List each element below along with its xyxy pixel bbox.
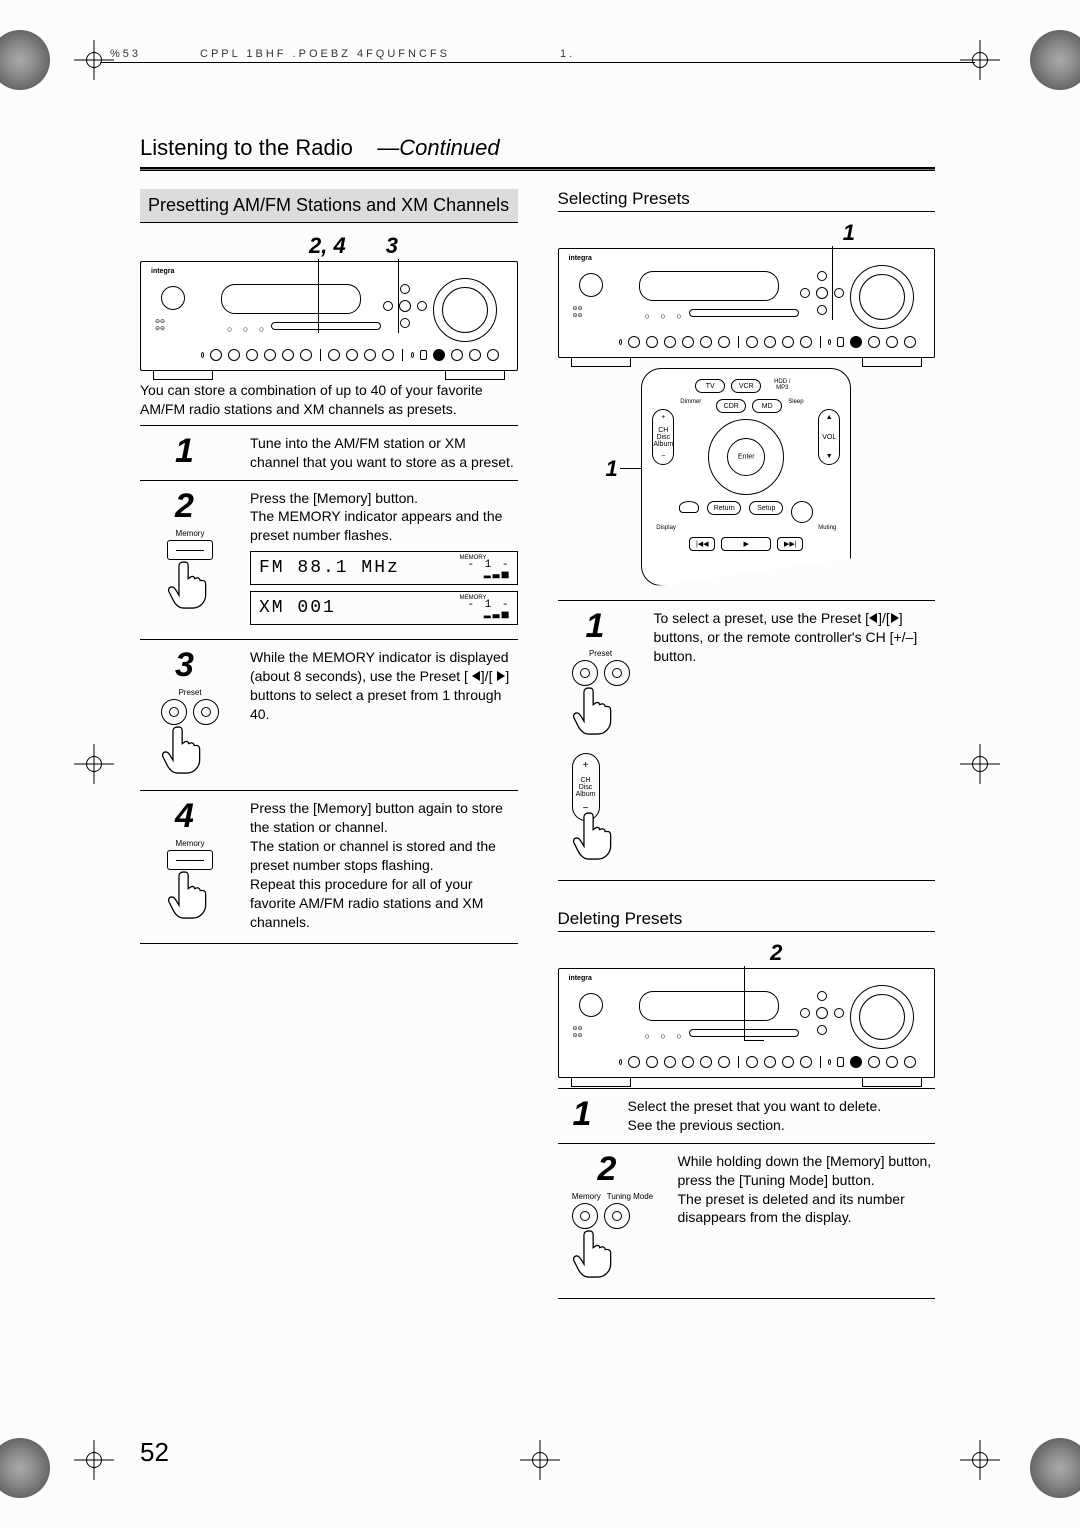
button-label: Preset (572, 649, 630, 658)
step-text: Tune into the AM/FM station or XM channe… (250, 434, 518, 472)
step: 4 Memory Press the [Memory] button again… (140, 790, 518, 944)
header-mid: CPPL 1BHF .POEBZ 4FQUFNCFS (200, 48, 450, 60)
step: 3 Preset While the MEMORY indicator is d… (140, 639, 518, 790)
diagram-callout: 1 (558, 220, 936, 246)
crop-mark (74, 1440, 114, 1480)
page-title-row: Listening to the Radio —Continued (140, 135, 935, 161)
button-label: Preset (161, 688, 219, 697)
section-heading: Presetting AM/FM Stations and XM Channel… (140, 189, 518, 223)
step-text: Press the [Memory] button. The MEMORY in… (250, 489, 518, 546)
section-heading: Selecting Presets (558, 189, 936, 212)
step-number: 3 (175, 648, 205, 682)
step-number: 1 (175, 434, 205, 468)
step-text: Select the preset that you want to delet… (628, 1097, 936, 1135)
preset-buttons-icon (572, 660, 630, 686)
hand-icon (161, 725, 207, 777)
callout-line (744, 1040, 764, 1041)
crop-mark (520, 1440, 560, 1480)
button-label: Memory (167, 529, 213, 538)
hand-icon (572, 686, 618, 738)
print-blob (0, 30, 50, 90)
memory-button-icon (167, 850, 213, 870)
print-blob (0, 1438, 50, 1498)
callout-line (744, 966, 745, 1040)
diagram-callout: 2, 4 3 (140, 233, 518, 259)
step-text: To select a preset, use the Preset []/[]… (654, 609, 936, 868)
crop-mark (960, 1440, 1000, 1480)
header-left: %53 (110, 48, 141, 60)
print-blob (1030, 30, 1080, 90)
page-title-suffix: —Continued (377, 135, 499, 160)
button-label: Memory (167, 839, 213, 848)
step-number: 2 (598, 1152, 628, 1186)
page-number: 52 (140, 1437, 169, 1468)
vol-rocker: ▲ VOL ▼ (818, 409, 840, 465)
hand-icon (572, 811, 618, 863)
receiver-diagram: integra ⊖⊖⊖⊖ ○ ○ ○ (558, 968, 936, 1078)
lcd-display: MEMORY FM 88.1 MHz - 1 - ▂▃▅ (250, 551, 518, 585)
step: 2 Memory Tuning Mode (558, 1143, 936, 1299)
step: 1 Preset + CH Disc Album − (558, 600, 936, 876)
ch-rocker: + CH Disc Album − (652, 409, 674, 465)
receiver-diagram: integra ⊖⊖⊖⊖ ○ ○ ○ (558, 248, 936, 358)
header-rule (100, 62, 975, 63)
title-rule (140, 167, 935, 171)
callout-line (398, 259, 399, 333)
step: 2 Memory Press the [Memory] button. The … (140, 480, 518, 640)
crop-mark (960, 40, 1000, 80)
intro-text: You can store a combination of up to 40 … (140, 381, 518, 419)
section-heading: Deleting Presets (558, 909, 936, 932)
lcd-display: MEMORY XM 001 - 1 - ▂▃▅ (250, 591, 518, 625)
crop-mark (74, 744, 114, 784)
step-number: 2 (175, 489, 205, 523)
step-number: 4 (175, 799, 205, 833)
callout-line (318, 259, 319, 333)
receiver-diagram: integra ⊖⊖⊖⊖ ○ ○ ○ (140, 261, 518, 371)
header-right: 1. (560, 48, 575, 60)
hand-icon (572, 1229, 618, 1281)
crop-mark (960, 744, 1000, 784)
hand-icon (167, 870, 213, 922)
nav-ring: Enter (708, 419, 784, 495)
diagram-callout: 2 (558, 940, 936, 966)
step: 1 Tune into the AM/FM station or XM chan… (140, 425, 518, 480)
step-text: Press the [Memory] button again to store… (250, 799, 518, 931)
callout-line (832, 246, 833, 320)
hand-icon (167, 560, 213, 612)
remote-diagram: TV VCR HDD / MP3 Dimmer CDR MD Sleep (641, 368, 851, 586)
step-text: While the MEMORY indicator is displayed … (250, 648, 518, 782)
preset-buttons-icon (161, 699, 219, 725)
crop-mark (74, 40, 114, 80)
remote-callout: 1 (606, 456, 618, 482)
page-title: Listening to the Radio (140, 135, 353, 160)
step-text: While holding down the [Memory] button, … (678, 1152, 936, 1286)
memory-tuning-buttons-icon (572, 1203, 653, 1229)
memory-button-icon (167, 540, 213, 560)
step: 1 Select the preset that you want to del… (558, 1088, 936, 1143)
step-number: 1 (586, 609, 616, 643)
step-number: 1 (573, 1097, 603, 1131)
print-blob (1030, 1438, 1080, 1498)
